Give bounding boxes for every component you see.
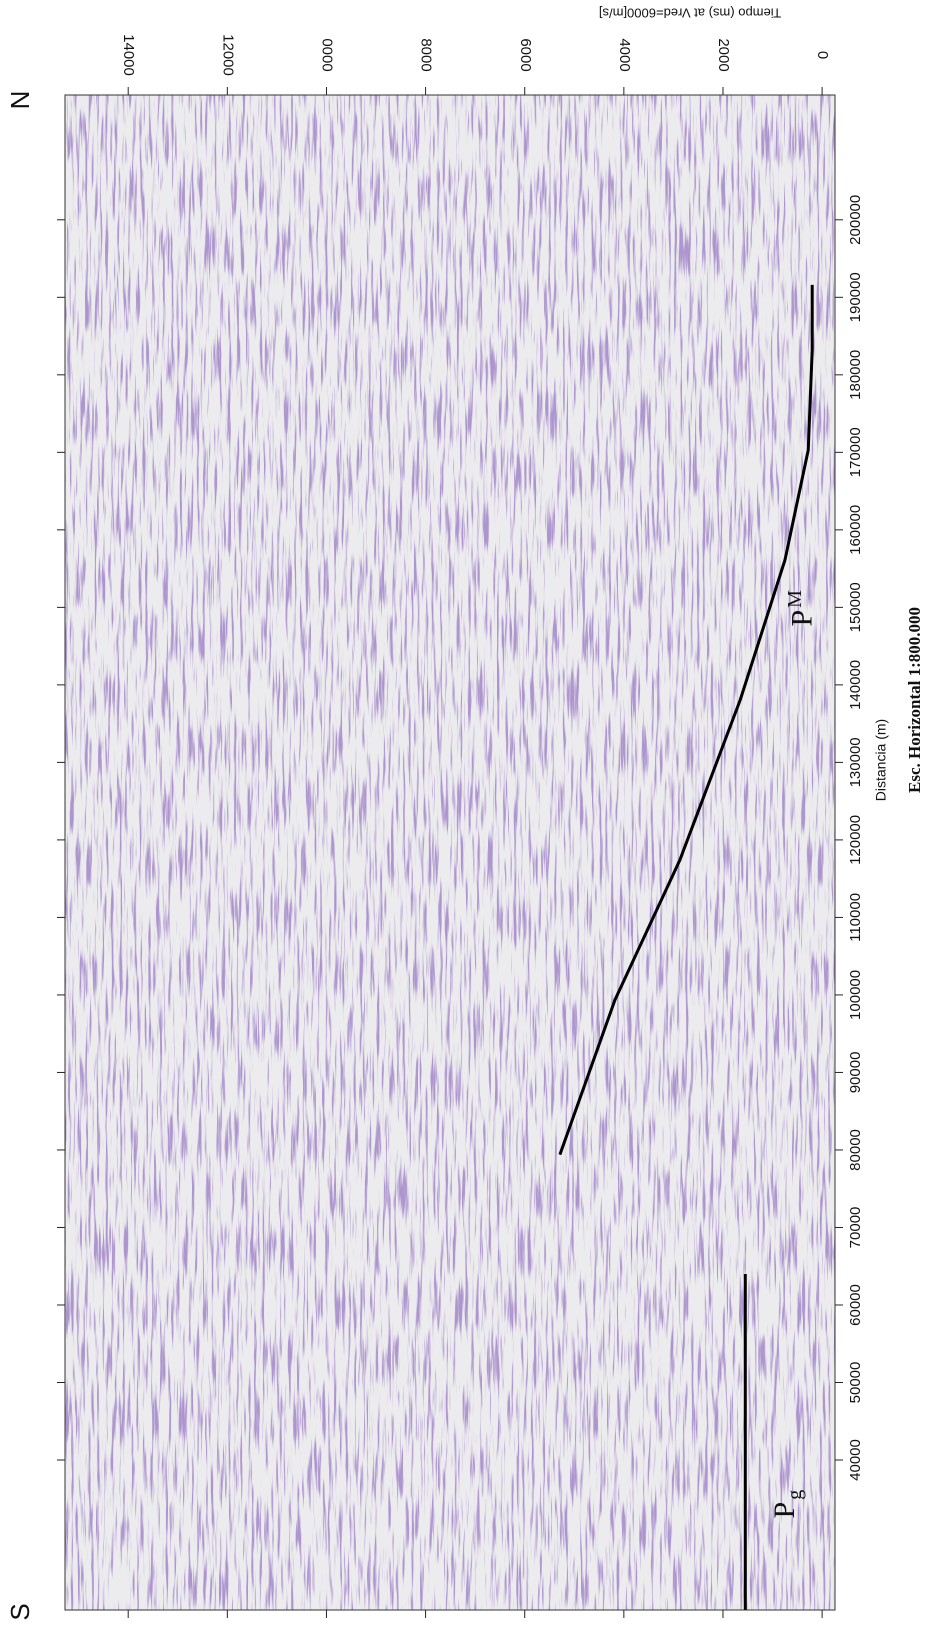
x-tick-label: 140000 [847, 660, 864, 710]
scale-note: Esc. Horizontal 1:800.000 [905, 607, 924, 793]
y-tick-label: 14000 [120, 34, 137, 76]
x-tick-label: 60000 [847, 1284, 864, 1326]
pick-line [558, 284, 814, 1156]
y-tick-label: 0 [814, 51, 831, 59]
x-tick-label: 120000 [847, 815, 864, 865]
x-tick-label: 90000 [847, 1052, 864, 1094]
pick-label-base: P [786, 610, 819, 627]
x-tick-label: 100000 [847, 970, 864, 1020]
x-tick-label: 70000 [847, 1207, 864, 1249]
x-tick-label: 160000 [847, 505, 864, 555]
x-tick-label: 190000 [847, 272, 864, 322]
y-tick-label: 8000 [418, 38, 435, 71]
x-tick-label: 110000 [847, 893, 864, 942]
seismic-traces [65, 95, 835, 1610]
end-label-s: S [5, 1603, 35, 1620]
pick-label-sup: M [784, 590, 806, 608]
pick-label: Pg [768, 1490, 806, 1519]
plot-frame [64, 94, 836, 1611]
y-tick-label: 0000 [318, 38, 335, 71]
x-tick-label: 150000 [847, 582, 864, 632]
x-tick-label: 170000 [847, 427, 864, 477]
x-axis-label: Distancia (m) [873, 719, 889, 801]
x-tick-label: 50000 [847, 1362, 864, 1404]
y-tick-label: 6000 [517, 38, 534, 71]
y-tick-label: 12000 [219, 34, 236, 76]
y-tick-label: 4000 [616, 38, 633, 71]
x-tick-label: 40000 [847, 1439, 864, 1481]
x-tick-label: 200000 [847, 195, 864, 245]
pick-label: PM [784, 590, 818, 627]
pick-label-sub: g [784, 1490, 806, 1500]
end-label-n: N [5, 91, 35, 110]
x-tick-label: 180000 [847, 350, 864, 400]
pick-label-base: P [768, 1502, 801, 1519]
x-tick-label: 130000 [847, 737, 864, 787]
y-axis-label: Tiempo (ms) at Vred=6000[m/s] [599, 6, 781, 21]
x-tick-label: 80000 [847, 1129, 864, 1171]
y-tick-label: 2000 [715, 38, 732, 71]
